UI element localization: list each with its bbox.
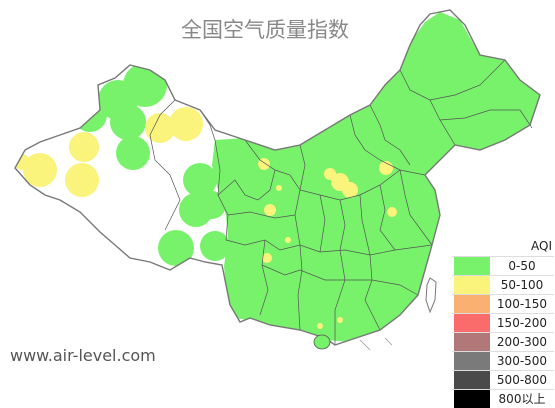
legend-item: 800以上	[452, 389, 554, 408]
aqi-blob	[73, 98, 107, 132]
legend-label: 500-800	[496, 373, 548, 387]
legend-swatch	[454, 276, 490, 294]
province-border	[334, 199, 346, 345]
legend-label: 100-150	[496, 297, 548, 311]
legend-swatch	[454, 352, 490, 370]
legend-title: AQI	[531, 239, 552, 253]
province-border	[227, 211, 296, 219]
province-border	[369, 104, 411, 166]
legend-label: 50-100	[500, 278, 544, 292]
legend-item: 200-300	[452, 332, 554, 351]
province-border	[225, 239, 433, 256]
legend-swatch	[454, 333, 490, 351]
legend-swatch	[454, 390, 490, 408]
province-border	[297, 244, 303, 331]
province-border	[259, 239, 269, 316]
aqi-blob	[183, 163, 217, 197]
site-url: www.air-level.com	[10, 346, 156, 365]
legend-swatch	[454, 371, 490, 389]
aqi-blob-moderate	[285, 237, 291, 243]
aqi-blob	[200, 231, 230, 261]
aqi-blob	[110, 104, 146, 140]
province-border	[379, 184, 396, 251]
aqi-blob-moderate	[262, 253, 272, 263]
province-border	[261, 264, 419, 296]
aqi-blob-moderate	[169, 107, 203, 141]
aqi-blob-moderate	[387, 207, 397, 217]
aqi-blob	[158, 230, 194, 266]
aqi-blob-moderate	[23, 153, 57, 187]
legend-item: 150-200	[452, 313, 554, 332]
legend-swatch	[454, 295, 490, 313]
province-border	[399, 169, 433, 246]
aqi-blob-moderate	[324, 168, 336, 180]
legend-item: 100-150	[452, 294, 554, 313]
province-border	[217, 169, 276, 201]
aqi-blob	[116, 136, 150, 170]
province-border	[319, 194, 326, 253]
legend-label: 0-50	[508, 259, 536, 273]
legend-label: 150-200	[496, 316, 548, 330]
aqi-blob-moderate	[276, 185, 282, 191]
aqi-moderate-areas	[15, 107, 397, 329]
legend-label: 200-300	[496, 335, 548, 349]
legend-swatch	[454, 314, 490, 332]
aqi-blob-moderate	[264, 204, 276, 216]
aqi-blob-moderate	[337, 317, 343, 323]
aqi-blob-moderate	[342, 182, 358, 198]
sea-boundary	[359, 337, 393, 351]
map-title: 全国空气质量指数	[181, 18, 349, 42]
legend-label: 300-500	[496, 354, 548, 368]
legend-item: 0-50	[452, 256, 554, 275]
legend-swatch	[454, 257, 490, 275]
taiwan	[425, 277, 437, 314]
province-border	[364, 254, 381, 331]
aqi-blob-moderate	[317, 323, 323, 329]
hainan	[313, 334, 331, 350]
province-border	[439, 109, 533, 129]
legend-item: 50-100	[452, 275, 554, 294]
legend-item: 300-500	[452, 351, 554, 370]
aqi-blob-moderate	[69, 132, 99, 162]
province-borders	[149, 59, 533, 345]
legend-label: 800以上	[498, 392, 546, 406]
province-border	[149, 99, 181, 231]
aqi-legend: AQI 0-50 50-100 100-150 150-200 200-300 …	[452, 236, 554, 408]
province-border	[294, 144, 306, 246]
province-border	[359, 194, 371, 256]
province-border	[349, 114, 401, 171]
legend-item: 500-800	[452, 370, 554, 389]
province-border	[429, 59, 506, 101]
aqi-region-east-good	[212, 12, 540, 342]
aqi-blob-moderate	[65, 163, 99, 197]
aqi-blob-moderate	[145, 113, 175, 143]
aqi-blob	[198, 191, 226, 219]
